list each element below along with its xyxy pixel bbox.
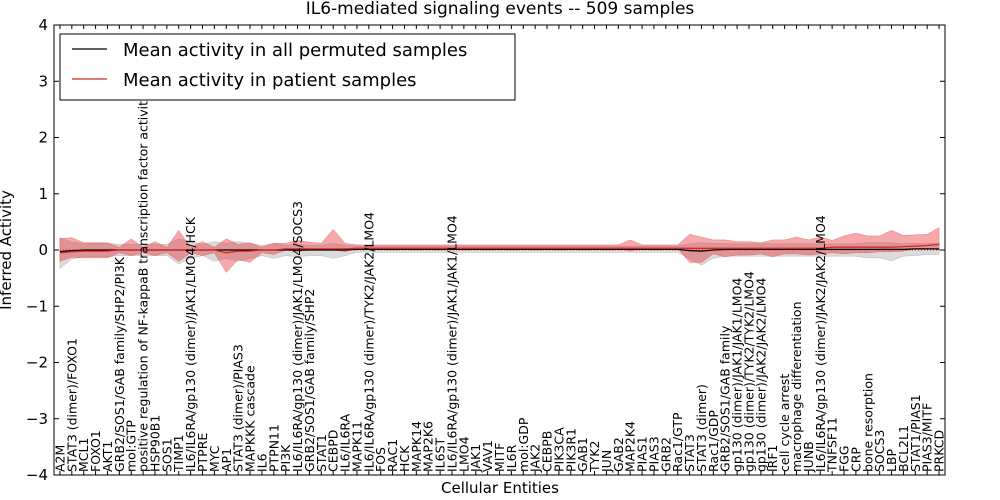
y-axis-label: Inferred Activity [0,190,15,310]
x-tick-label: GRB2 [658,437,673,472]
x-tick-label: PTPN11 [266,424,281,472]
x-tick-label: MCL1 [76,438,91,472]
x-tick-label: TIMP1 [171,434,186,473]
x-tick-label: PIAS3/MITF [920,403,935,472]
x-tick-label: PI3K [278,444,293,472]
x-tick-label: JAK2 [528,444,543,473]
x-tick-label: IL6/IL6RA/gp130 (dimer)/JAK1/LMO4/HCK [183,216,198,472]
x-tick-label: positive regulation of NF-kappaB transcr… [136,93,151,472]
x-tick-label: STAT1/PIAS1 [908,394,923,472]
x-tick-label: JUNB [801,441,816,473]
x-tick-label: IL6/IL6RA/gp130 (dimer)/JAK1/JAK1/LMO4 [445,215,460,472]
x-tick-label: gp130 (dimer)/JAK2/JAK2/LMO4 [753,278,768,472]
x-tick-label: gp130 (dimer)/TYK2/TYK2/LMO4 [742,271,757,472]
x-tick-label: MAPKKK cascade [243,365,258,472]
x-tick-label: STAT3 [682,434,697,472]
x-tick-label: GRB2/SOS1/GAB family/SHP2 [302,289,317,472]
x-tick-label: LMO4 [456,436,471,472]
x-tick-label: JUN [599,450,614,473]
y-tick-label: 2 [38,129,48,147]
x-tick-label: IL6/IL6RA/gp130 (dimer)/TYK2/JAK2/LMO4 [361,212,376,472]
x-tick-label: BCL2L1 [896,425,911,472]
x-tick-label: PIAS3 [646,436,661,472]
x-tick-label: MAPK14 [409,421,424,472]
x-tick-label: HSP90B1 [148,415,163,472]
x-tick-label: MITF [492,443,507,472]
x-tick-label: GAB2 [611,437,626,472]
x-tick-label: FGG [837,445,852,472]
x-tick-label: IL6R [504,444,519,472]
x-tick-label: HCK [397,445,412,472]
x-tick-label: GRB2/SOS1/GAB family/SHP2/PI3K [112,256,127,472]
x-tick-label: macrophage differentiation [789,301,804,472]
x-tick-label: FOXO1 [88,430,103,472]
x-tick-label: JAK1 [468,444,483,473]
x-tick-label: FOS [373,447,388,472]
x-tick-label: GRB2/SOS1/GAB family [718,325,733,472]
x-tick-label: STAT1 [314,434,329,472]
x-tick-label: STAT3 (dimer) [694,384,709,472]
x-tick-label: PIK3CA [551,427,566,472]
x-tick-label: IL6/IL6RA/gp130 (dimer)/JAK2/JAK2/LMO4 [813,215,828,472]
band-series-0 [59,237,940,270]
x-tick-label: MAP2K4 [623,421,638,472]
x-tick-label: STAT3 (dimer)/PIAS3 [231,344,246,472]
x-tick-label: CEBPB [540,431,555,472]
y-tick-label: 1 [38,185,48,203]
x-tick-label: AP1 [219,448,234,472]
x-tick-label: IL6 [254,453,269,472]
x-tick-label: MAPK11 [349,421,364,472]
x-axis-label: Cellular Entities [441,479,559,497]
x-tick-label: PRKCD [932,430,947,472]
x-tick-label: TNFSF11 [825,417,840,473]
x-tick-label: GAB1 [575,437,590,472]
x-tick-label: PTPRE [195,433,210,472]
x-tick-label: MAP2K6 [421,421,436,472]
x-tick-label: A2M [52,445,67,472]
legend-label-patient: Mean activity in patient samples [123,70,417,91]
x-tick-label: mol:GTP [124,420,139,472]
x-tick-label: STAT3 (dimer)/FOXO1 [64,338,79,472]
x-tick-label: PIAS1 [635,436,650,472]
x-tick-label: PIK3R1 [563,428,578,472]
x-tick-label: AKT1 [100,441,115,472]
x-tick-label: Rac1/GTP [670,412,685,472]
y-tick-label: 0 [38,241,48,259]
legend-label-permuted: Mean activity in all permuted samples [123,40,467,61]
x-tick-label: LBP [884,448,899,472]
x-tick-label: bone resorption [860,373,875,472]
y-tick-label: −4 [26,466,48,484]
y-tick-label: −1 [26,297,48,315]
y-tick-label: −3 [26,410,48,428]
legend: Mean activity in all permuted samples Me… [59,33,516,101]
y-tick-label: 3 [38,72,48,90]
y-tick-label: −2 [26,354,48,372]
legend-box [59,33,516,101]
x-tick-label: VAV1 [480,440,495,472]
x-tick-label: IL6ST [433,437,448,472]
x-tick-label: SOCS3 [872,430,887,472]
y-tick-label: 4 [38,16,48,34]
x-tick-label: SOS1 [159,438,174,472]
x-tick-label: TYK2 [587,441,602,473]
x-tick-label: gp130 (dimer)/JAK1/JAK1/LMO4 [730,278,745,472]
x-tick-label: CEBPD [326,430,341,472]
chart-title: IL6-mediated signaling events -- 509 sam… [306,0,695,19]
x-tick-label: RAC1 [385,439,400,472]
x-tick-label: IL6/IL6RA/gp130 (dimer)/JAK1/LMO4/SOCS3 [290,201,305,472]
x-tick-label: CRP [848,447,863,472]
x-tick-label: IL6/IL6RA [338,413,353,472]
x-tick-label: cell cycle arrest [777,374,792,472]
x-tick-label: Rac1/GDP [706,410,721,472]
x-tick-label: mol:GDP [516,417,531,472]
x-tick-label: MYC [207,445,222,472]
line-series-1 [59,243,940,254]
x-tick-label: IRF1 [765,444,780,472]
